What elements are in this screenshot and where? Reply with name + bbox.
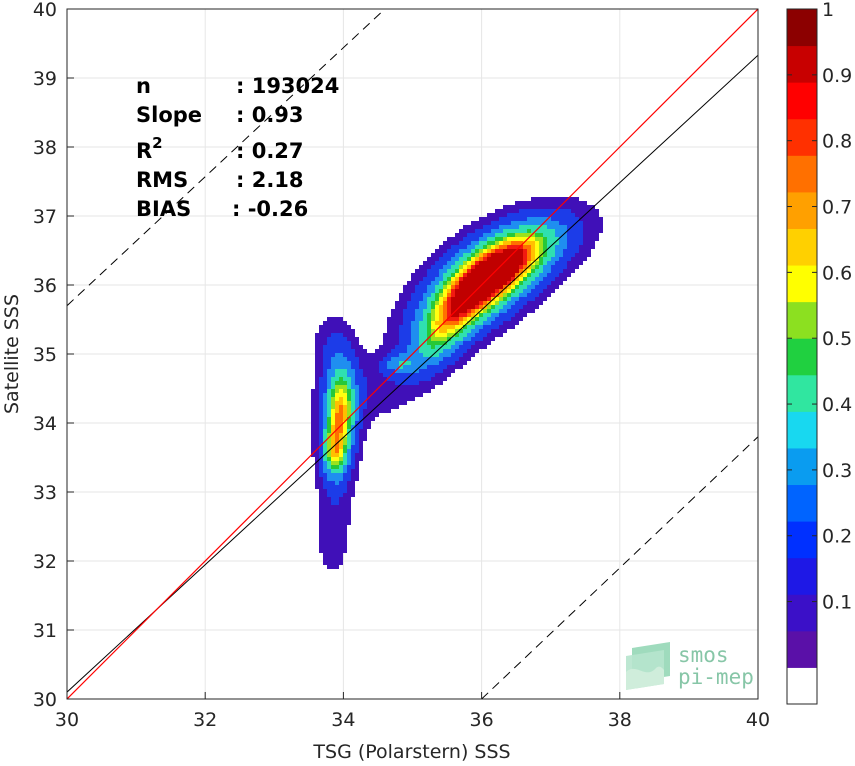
y-tick-label: 39 bbox=[33, 68, 57, 90]
colorbar-swatch bbox=[787, 228, 817, 266]
x-tick-label: 34 bbox=[331, 709, 355, 731]
colorbar-swatch bbox=[787, 118, 817, 156]
stat-label: n bbox=[136, 74, 151, 98]
x-tick-label: 36 bbox=[470, 709, 494, 731]
y-tick-label: 30 bbox=[33, 689, 57, 711]
x-tick-label: 32 bbox=[193, 709, 217, 731]
stats-annotation: n : 193024 Slope : 0.93 R2 : 0.27 RMS : 2.18 BIA… bbox=[136, 74, 339, 221]
x-axis-label: TSG (Polarstern) SSS bbox=[312, 741, 510, 763]
y-tick-label: 32 bbox=[33, 551, 57, 573]
colorbar-swatch bbox=[787, 155, 817, 193]
x-tick-label: 38 bbox=[608, 709, 632, 731]
colorbar-swatch bbox=[787, 45, 817, 83]
colorbar-swatch bbox=[787, 411, 817, 449]
colorbar-swatch bbox=[787, 484, 817, 522]
colorbar-tick-label: 0.5 bbox=[822, 328, 852, 350]
stat-value: : 0.93 bbox=[236, 103, 304, 127]
colorbar-swatch bbox=[787, 557, 817, 595]
y-tick-label: 38 bbox=[33, 137, 57, 159]
y-tick-label: 37 bbox=[33, 206, 57, 228]
stat-label: Slope bbox=[136, 103, 202, 127]
y-tick-label: 35 bbox=[33, 344, 57, 366]
y-tick-label: 34 bbox=[33, 413, 57, 435]
stat-label: RMS bbox=[136, 168, 188, 192]
y-tick-label: 36 bbox=[33, 275, 57, 297]
smos-pi-mep-logo: smos pi-mep bbox=[626, 642, 754, 690]
colorbar-swatch bbox=[787, 521, 817, 559]
stat-label: R2 bbox=[136, 134, 163, 163]
colorbar-tick-label: 0.7 bbox=[822, 197, 852, 219]
stat-value: : 193024 bbox=[236, 74, 339, 98]
colorbar-swatch bbox=[787, 338, 817, 376]
y-tick-label: 40 bbox=[33, 0, 57, 21]
upper-bound-line bbox=[67, 9, 386, 307]
colorbar-frame bbox=[786, 8, 818, 705]
y-tick-label: 31 bbox=[33, 620, 57, 642]
lower-bound-line bbox=[481, 436, 758, 699]
y-tick-label: 33 bbox=[33, 482, 57, 504]
x-tick-label: 40 bbox=[746, 709, 770, 731]
stat-value: : 0.27 bbox=[236, 139, 304, 163]
colorbar-swatch bbox=[787, 594, 817, 632]
colorbar-tick-label: 1 bbox=[822, 0, 834, 21]
colorbar-tick-label: 0.8 bbox=[822, 131, 852, 153]
colorbar-tick-label: 0.2 bbox=[822, 526, 852, 548]
y-axis-label: Satellite SSS bbox=[1, 294, 23, 414]
colorbar-swatch bbox=[787, 630, 817, 668]
logo-mark-icon bbox=[626, 642, 670, 690]
colorbar-swatch bbox=[787, 82, 817, 120]
density-contours bbox=[311, 197, 603, 569]
colorbar-swatch bbox=[787, 447, 817, 486]
axis-ticks: 30 32 34 36 38 40 30 31 32 33 34 35 36 37 38 39 40 bbox=[33, 0, 770, 731]
logo-line-1: smos bbox=[678, 643, 729, 667]
colorbar-swatch bbox=[787, 374, 817, 412]
stat-value: : -0.26 bbox=[232, 197, 308, 221]
one-to-one-line bbox=[67, 9, 758, 699]
colorbar-swatch bbox=[787, 667, 817, 705]
stat-value: : 2.18 bbox=[236, 168, 304, 192]
x-tick-label: 30 bbox=[55, 709, 79, 731]
logo-line-2: pi-mep bbox=[678, 665, 754, 689]
colorbar-tick-label: 0.9 bbox=[822, 65, 852, 87]
reference-lines bbox=[67, 9, 758, 699]
stat-label: BIAS bbox=[136, 197, 191, 221]
colorbar-swatch bbox=[787, 191, 817, 229]
colorbar-tick-label: 0.3 bbox=[822, 460, 852, 482]
density-level-11 bbox=[451, 249, 523, 317]
colorbar-swatch bbox=[787, 301, 817, 339]
colorbar-swatch bbox=[787, 9, 817, 47]
colorbar-tick-label: 0.6 bbox=[822, 262, 852, 284]
grid-lines bbox=[66, 8, 759, 700]
colorbar-swatch bbox=[787, 265, 817, 303]
colorbar: 0.1 0.2 0.3 0.4 0.5 0.6 0.7 0.8 0.9 1 bbox=[786, 0, 852, 705]
regression-line bbox=[67, 54, 758, 693]
colorbar-tick-label: 0.1 bbox=[822, 592, 852, 614]
colorbar-tick-label: 0.4 bbox=[822, 394, 852, 416]
